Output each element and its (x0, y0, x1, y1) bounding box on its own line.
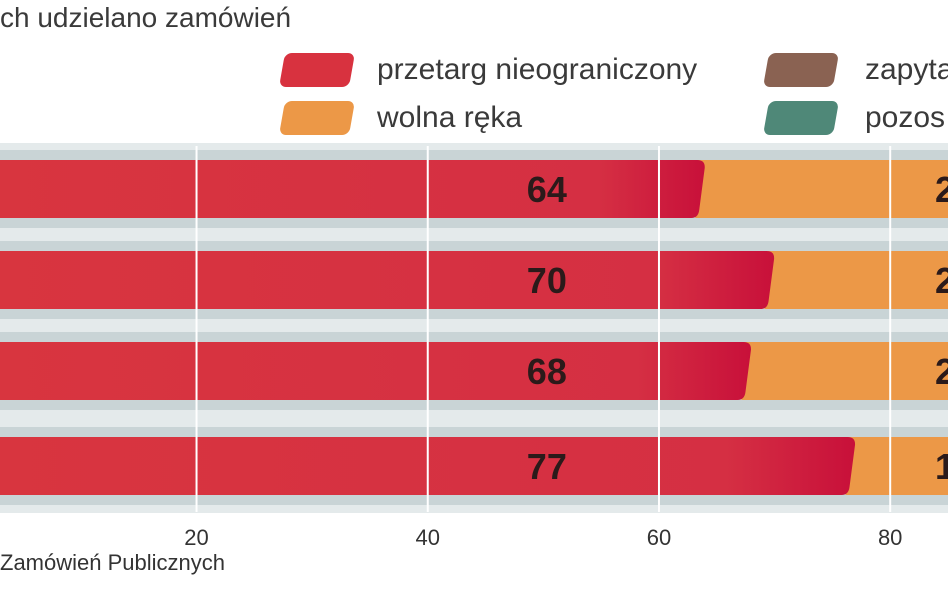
bar-przetarg-1 (0, 160, 705, 218)
source-note: Zamówień Publicznych (0, 550, 225, 575)
bar-wolna-reka-3 (741, 342, 948, 400)
x-tick-label-40: 40 (416, 525, 440, 550)
legend-label-pozostale: pozos (865, 101, 946, 134)
data-label-przetarg-3: 68 (527, 351, 567, 392)
legend-label-przetarg: przetarg nieograniczony (377, 53, 698, 86)
bar-wolna-reka-1 (695, 160, 948, 218)
data-label-przetarg-1: 64 (527, 169, 567, 210)
x-tick-label-80: 80 (878, 525, 902, 550)
legend-label-wolna: wolna ręka (377, 101, 523, 134)
bar-wolna-reka-2 (764, 251, 948, 309)
x-tick-label-20: 20 (184, 525, 208, 550)
bar-przetarg-2 (0, 251, 775, 309)
data-label-wolna-reka-2: 2 (935, 260, 948, 301)
bar-przetarg-3 (0, 342, 751, 400)
data-label-wolna-reka-3: 2 (935, 351, 948, 392)
bar-wolna-reka-4 (845, 437, 948, 495)
x-tick-label-60: 60 (647, 525, 671, 550)
data-label-przetarg-2: 70 (527, 260, 567, 301)
legend-label-zapytanie: zapyta (865, 53, 948, 86)
data-label-przetarg-4: 77 (527, 446, 567, 487)
chart-title: ch udzielano zamówień (0, 2, 292, 33)
data-label-wolna-reka-1: 2 (935, 169, 948, 210)
data-label-wolna-reka-4: 1 (935, 446, 948, 487)
